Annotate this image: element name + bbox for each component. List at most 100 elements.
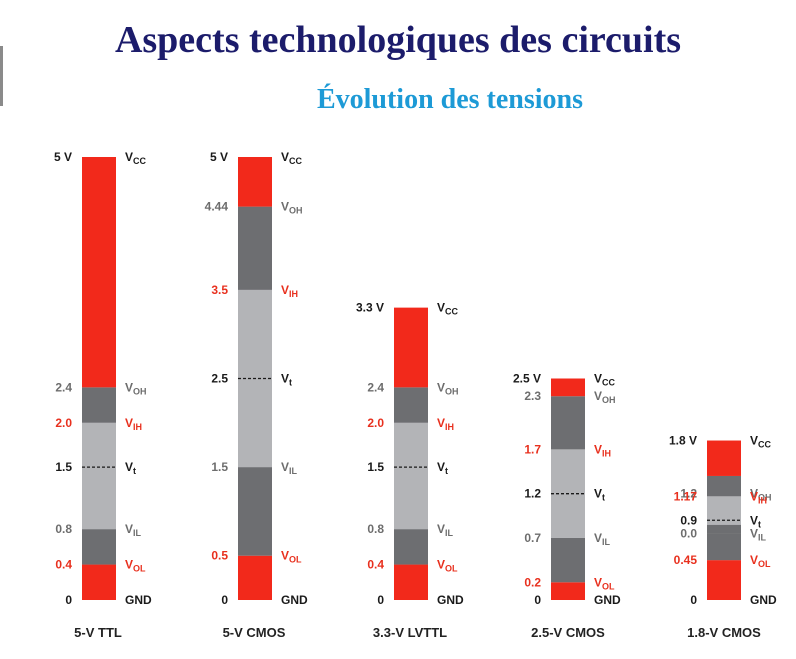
bar-segment-5-v-ttl-4 [82, 157, 116, 388]
level-value-2-5-v-cmos-5: 0.2 [524, 575, 541, 589]
level-value-5-v-cmos-2: 3.5 [211, 283, 228, 297]
level-value-5-v-cmos-1: 4.44 [205, 200, 229, 214]
level-name-1-8-v-cmos-1: VOH [750, 487, 772, 503]
level-name-3-3-v-lvttl-1: VOH [437, 380, 459, 396]
bar-segment-5-v-cmos-0 [238, 555, 272, 600]
level-value-5-v-ttl-1: 2.4 [55, 380, 72, 394]
level-name-2-5-v-cmos-6: GND [594, 593, 621, 607]
level-value-1-8-v-cmos-4: 0.0 [680, 527, 697, 541]
family-caption-5-v-cmos: 5-V CMOS [223, 625, 286, 640]
family-caption-5-v-ttl: 5-V TTL [74, 625, 122, 640]
level-value-5-v-ttl-0: 5 V [54, 150, 72, 164]
level-name-2-5-v-cmos-0: VCC [594, 372, 616, 388]
level-name-5-v-ttl-0: VCC [125, 150, 147, 166]
level-name-5-v-cmos-5: VOL [281, 549, 302, 565]
level-value-5-v-ttl-4: 0.8 [55, 522, 72, 536]
level-name-2-5-v-cmos-3: Vt [594, 487, 605, 503]
level-value-3-3-v-lvttl-6: 0 [377, 593, 384, 607]
family-caption-2-5-v-cmos: 2.5-V CMOS [531, 625, 605, 640]
bar-segment-2-5-v-cmos-0 [551, 582, 585, 600]
level-value-5-v-cmos-3: 2.5 [211, 372, 228, 386]
level-name-5-v-cmos-3: Vt [281, 372, 292, 388]
bar-segment-5-v-cmos-4 [238, 157, 272, 207]
level-value-5-v-cmos-0: 5 V [210, 150, 228, 164]
bar-segment-1-8-v-cmos-4 [707, 475, 741, 497]
level-value-3-3-v-lvttl-1: 2.4 [367, 380, 384, 394]
bar-segment-5-v-ttl-1 [82, 529, 116, 565]
bar-segment-3-3-v-lvttl-0 [394, 564, 428, 600]
level-name-5-v-cmos-2: VIH [281, 283, 298, 299]
level-value-3-3-v-lvttl-0: 3.3 V [356, 301, 384, 315]
level-name-3-3-v-lvttl-3: Vt [437, 460, 448, 476]
level-value-3-3-v-lvttl-4: 0.8 [367, 522, 384, 536]
level-value-2-5-v-cmos-3: 1.2 [524, 487, 541, 501]
level-value-1-8-v-cmos-5: 0.45 [674, 553, 698, 567]
level-name-5-v-cmos-1: VOH [281, 200, 303, 216]
bar-segment-2-5-v-cmos-4 [551, 378, 585, 397]
level-value-2-5-v-cmos-6: 0 [534, 593, 541, 607]
level-name-5-v-ttl-5: VOL [125, 558, 146, 574]
bar-segment-1-8-v-cmos-1 [707, 533, 741, 561]
bar-segment-3-3-v-lvttl-2 [394, 422, 428, 530]
level-name-5-v-ttl-3: Vt [125, 460, 136, 476]
bar-segment-5-v-cmos-1 [238, 467, 272, 556]
level-value-5-v-ttl-3: 1.5 [55, 460, 72, 474]
bar-segment-1-8-v-cmos-5 [707, 440, 741, 476]
level-value-1-8-v-cmos-2: 1.17 [674, 489, 698, 503]
page-subtitle: Évolution des tensions [316, 84, 584, 115]
level-name-5-v-ttl-6: GND [125, 593, 152, 607]
bar-segment-3-3-v-lvttl-1 [394, 529, 428, 565]
level-value-1-8-v-cmos-6: 0 [690, 593, 697, 607]
level-value-1-8-v-cmos-1: 1.2 [680, 487, 697, 501]
level-name-3-3-v-lvttl-2: VIH [437, 416, 454, 432]
bar-segment-5-v-ttl-0 [82, 564, 116, 600]
level-name-3-3-v-lvttl-6: GND [437, 593, 464, 607]
level-value-5-v-cmos-6: 0 [221, 593, 228, 607]
level-name-5-v-cmos-4: VIL [281, 460, 298, 476]
level-value-5-v-cmos-4: 1.5 [211, 460, 228, 474]
family-caption-3-3-v-lvttl: 3.3-V LVTTL [373, 625, 447, 640]
level-value-5-v-ttl-6: 0 [65, 593, 72, 607]
level-name-5-v-ttl-4: VIL [125, 522, 142, 538]
level-value-3-3-v-lvttl-2: 2.0 [367, 416, 384, 430]
level-name-1-8-v-cmos-0: VCC [750, 434, 772, 450]
level-name-1-8-v-cmos-2: VIH [750, 489, 767, 505]
level-name-1-8-v-cmos-5: VOL [750, 553, 771, 569]
page-title: Aspects technologiques des circuits [114, 19, 682, 61]
level-name-2-5-v-cmos-1: VOH [594, 389, 616, 405]
level-value-3-3-v-lvttl-3: 1.5 [367, 460, 384, 474]
level-value-2-5-v-cmos-4: 0.7 [524, 531, 541, 545]
level-value-2-5-v-cmos-2: 1.7 [524, 442, 541, 456]
level-name-1-8-v-cmos-3: Vt [750, 513, 761, 529]
bar-segment-3-3-v-lvttl-4 [394, 307, 428, 388]
level-name-5-v-cmos-6: GND [281, 593, 308, 607]
bar-segment-3-3-v-lvttl-3 [394, 387, 428, 423]
level-name-1-8-v-cmos-4: VIL [750, 527, 767, 543]
bar-segment-1-8-v-cmos-0 [707, 560, 741, 600]
level-name-2-5-v-cmos-5: VOL [594, 575, 615, 591]
level-name-5-v-ttl-2: VIH [125, 416, 142, 432]
bar-segment-5-v-ttl-2 [82, 422, 116, 530]
level-name-3-3-v-lvttl-4: VIL [437, 522, 454, 538]
level-name-2-5-v-cmos-4: VIL [594, 531, 611, 547]
bar-segment-2-5-v-cmos-3 [551, 396, 585, 450]
level-name-5-v-ttl-1: VOH [125, 380, 147, 396]
bar-segment-1-8-v-cmos-2 [707, 524, 741, 534]
bar-segment-5-v-cmos-3 [238, 206, 272, 290]
level-name-3-3-v-lvttl-0: VCC [437, 301, 459, 317]
level-value-2-5-v-cmos-1: 2.3 [524, 389, 541, 403]
bar-segment-5-v-ttl-3 [82, 387, 116, 423]
level-name-1-8-v-cmos-6: GND [750, 593, 777, 607]
level-value-1-8-v-cmos-3: 0.9 [680, 513, 697, 527]
level-value-3-3-v-lvttl-5: 0.4 [367, 558, 384, 572]
level-value-5-v-ttl-5: 0.4 [55, 558, 72, 572]
level-name-2-5-v-cmos-2: VIH [594, 442, 611, 458]
bar-segment-2-5-v-cmos-1 [551, 537, 585, 583]
level-name-5-v-cmos-0: VCC [281, 150, 303, 166]
level-value-2-5-v-cmos-0: 2.5 V [513, 372, 541, 386]
level-value-5-v-cmos-5: 0.5 [211, 549, 228, 563]
left-edge-line [0, 46, 3, 106]
level-name-3-3-v-lvttl-5: VOL [437, 558, 458, 574]
family-caption-1-8-v-cmos: 1.8-V CMOS [687, 625, 761, 640]
